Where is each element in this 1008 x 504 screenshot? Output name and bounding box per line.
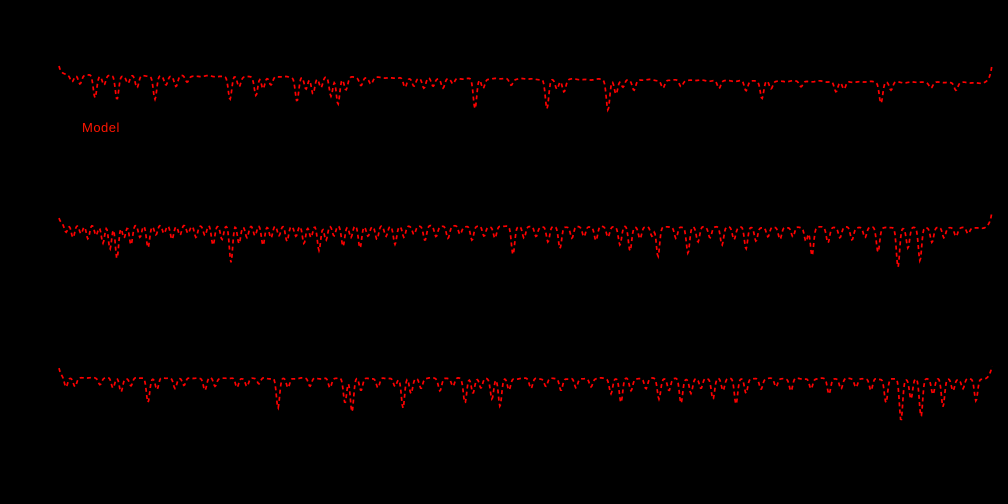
model-legend-label: Model — [82, 120, 120, 135]
model-spectrum-order-3 — [58, 366, 993, 421]
model-spectrum-order-2 — [58, 212, 993, 268]
model-spectrum-order-1 — [58, 65, 993, 113]
